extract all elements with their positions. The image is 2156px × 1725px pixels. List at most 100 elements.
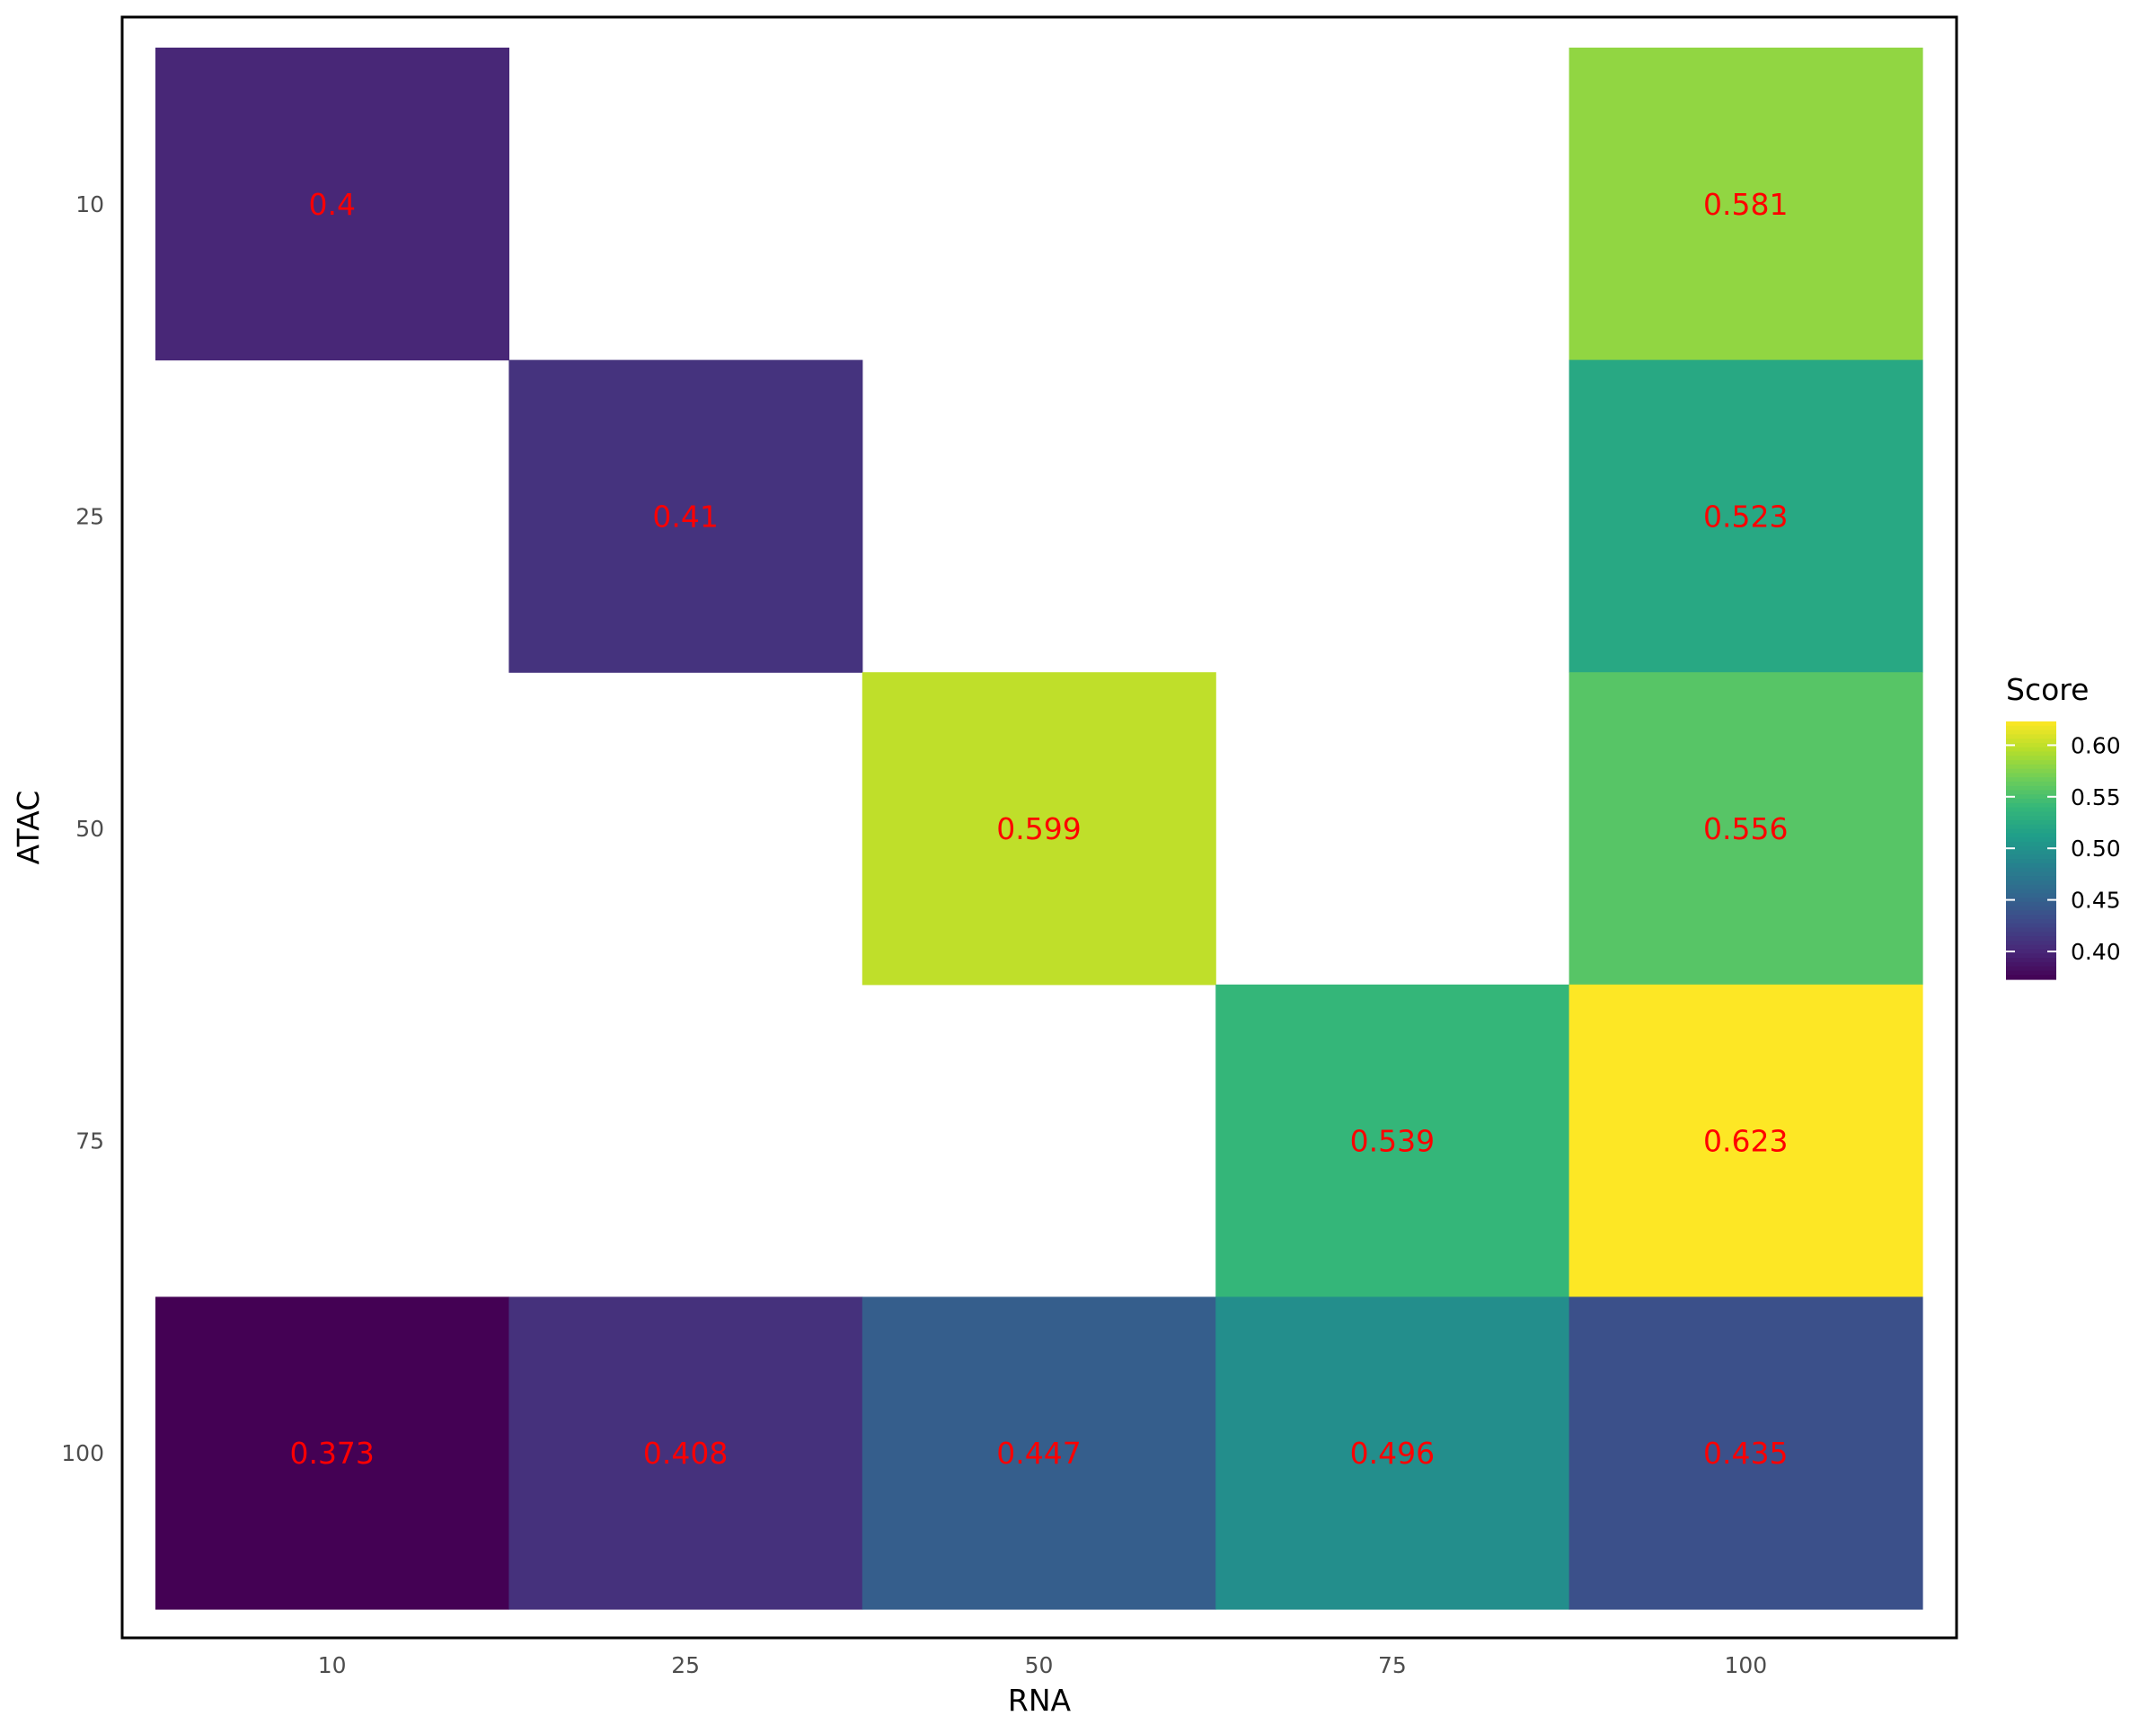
legend-gradient-segment [2006, 833, 2056, 838]
legend-ticks: 0.40 0.45 0.50 0.55 0.60 [2006, 732, 2121, 965]
legend-gradient-segment [2006, 944, 2056, 951]
legend-gradient-segment [2006, 915, 2056, 920]
legend-gradient-segment [2006, 867, 2056, 873]
legend-gradient-segment [2006, 837, 2056, 843]
heatmap-cell [1568, 359, 1923, 673]
heatmap-cell [1215, 1296, 1570, 1610]
legend-gradient-segment [2006, 811, 2056, 817]
legend-gradient-segment [2006, 871, 2056, 877]
legend-tick-label: 0.45 [2071, 888, 2121, 914]
heatmap-cell [1568, 1296, 1923, 1610]
legend-gradient-segment [2006, 764, 2056, 770]
legend-gradient-segment [2006, 721, 2056, 727]
heatmap-cells [155, 48, 1923, 1610]
legend-gradient-segment [2006, 936, 2056, 942]
heatmap-cell [508, 359, 863, 673]
legend-gradient-segment [2006, 862, 2056, 869]
y-tick-label: 50 [75, 816, 104, 842]
heatmap-cell [508, 1296, 863, 1610]
y-tick-label: 10 [75, 191, 104, 217]
legend-gradient-segment [2006, 790, 2056, 795]
heatmap-cell-labels: 0.4 0.581 0.41 0.523 0.599 0.556 0.539 0.623 0.3… [289, 187, 1788, 1471]
color-legend: Score 0.40 0.45 0.50 0.55 0.60 [2006, 672, 2121, 980]
legend-gradient-segment [2006, 841, 2056, 847]
legend-gradient-segment [2006, 876, 2056, 881]
cell-value-label: 0.556 [1703, 811, 1788, 846]
legend-gradient-segment [2006, 949, 2056, 954]
x-tick-label: 75 [1378, 1652, 1407, 1678]
legend-gradient-segment [2006, 802, 2056, 809]
legend-gradient-segment [2006, 889, 2056, 894]
cell-value-label: 0.447 [996, 1436, 1081, 1471]
legend-gradient-segment [2006, 910, 2056, 916]
heatmap-cell [1215, 984, 1570, 1297]
y-tick-label: 75 [75, 1128, 104, 1154]
legend-gradient-segment [2006, 884, 2056, 890]
legend-gradient-segment [2006, 854, 2056, 860]
legend-gradient-segment [2006, 859, 2056, 864]
legend-gradient-segment [2006, 923, 2056, 929]
y-axis-ticks: 10 25 50 75 100 [61, 191, 104, 1466]
cell-value-label: 0.496 [1350, 1436, 1435, 1471]
legend-gradient-segment [2006, 760, 2056, 765]
x-axis-ticks: 10 25 50 75 100 [318, 1652, 1767, 1678]
legend-tick-label: 0.60 [2071, 732, 2121, 758]
cell-value-label: 0.523 [1703, 499, 1788, 534]
x-tick-label: 10 [318, 1652, 347, 1678]
legend-gradient-segment [2006, 799, 2056, 804]
heatmap-cell [862, 1296, 1216, 1610]
heatmap-cell [1568, 672, 1923, 986]
legend-gradient-segment [2006, 898, 2056, 903]
legend-title: Score [2006, 672, 2089, 707]
cell-value-label: 0.373 [289, 1436, 374, 1471]
y-tick-label: 25 [75, 503, 104, 529]
legend-gradient-segment [2006, 958, 2056, 963]
cell-value-label: 0.4 [308, 187, 355, 222]
y-tick-label: 100 [61, 1440, 104, 1466]
x-tick-label: 25 [671, 1652, 700, 1678]
legend-gradient-segment [2006, 880, 2056, 886]
cell-value-label: 0.41 [652, 499, 718, 534]
legend-gradient-segment [2006, 906, 2056, 912]
legend-gradient-segment [2006, 927, 2056, 933]
cell-value-label: 0.435 [1703, 1436, 1788, 1471]
x-tick-label: 100 [1724, 1652, 1767, 1678]
panel-border [120, 15, 1958, 1640]
x-axis-title: RNA [1008, 1683, 1072, 1718]
legend-gradient-segment [2006, 785, 2056, 792]
legend-tick-label: 0.40 [2071, 939, 2121, 965]
legend-tick-label: 0.50 [2071, 836, 2121, 862]
legend-gradient-segment [2006, 794, 2056, 800]
legend-gradient-segment [2006, 940, 2056, 946]
legend-gradient-segment [2006, 725, 2056, 731]
legend-gradient-segment [2006, 777, 2056, 783]
legend-gradient-segment [2006, 773, 2056, 778]
cell-value-label: 0.623 [1703, 1124, 1788, 1159]
legend-gradient-segment [2006, 781, 2056, 787]
legend-gradient-segment [2006, 824, 2056, 830]
legend-gradient-segment [2006, 901, 2056, 907]
cell-value-label: 0.599 [996, 811, 1081, 846]
cell-value-label: 0.581 [1703, 187, 1788, 222]
legend-gradient-segment [2006, 730, 2056, 735]
legend-tick-label: 0.55 [2071, 784, 2121, 810]
legend-gradient-segment [2006, 932, 2056, 937]
legend-gradient-segment [2006, 742, 2056, 748]
legend-gradient-segment [2006, 893, 2056, 898]
legend-gradient-segment [2006, 739, 2056, 744]
heatmap-cell [1568, 48, 1923, 361]
legend-gradient-segment [2006, 961, 2056, 968]
legend-gradient-segment [2006, 828, 2056, 834]
legend-gradient-segment [2006, 747, 2056, 753]
legend-gradient-segment [2006, 734, 2056, 739]
legend-gradient-segment [2006, 845, 2056, 852]
y-axis-title: ATAC [11, 791, 46, 865]
legend-gradient-segment [2006, 850, 2056, 855]
legend-gradient-segment [2006, 807, 2056, 813]
legend-gradient-segment [2006, 970, 2056, 976]
heatmap-cell [155, 48, 509, 361]
x-tick-label: 50 [1025, 1652, 1054, 1678]
legend-gradient-segment [2006, 756, 2056, 761]
legend-gradient-segment [2006, 768, 2056, 774]
